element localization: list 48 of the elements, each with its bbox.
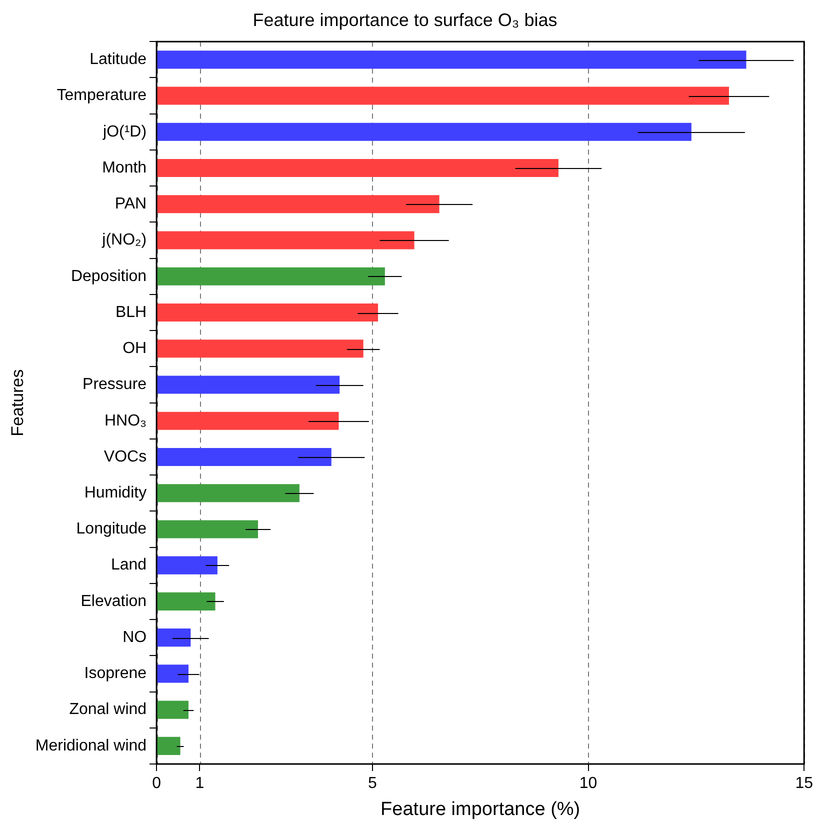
y-tick-label: Month: [102, 159, 147, 176]
y-tick-label: PAN: [114, 196, 147, 213]
bar: [157, 267, 385, 286]
y-tick-label: Longitude: [76, 520, 147, 538]
y-tick-label: Latitude: [90, 51, 147, 68]
y-tick-label: OH: [122, 340, 147, 358]
y-tick-label: Humidity: [84, 484, 147, 502]
bar: [157, 664, 189, 683]
y-tick-label: Temperature: [56, 87, 147, 104]
y-tick-label: VOCs: [104, 448, 147, 466]
y-tick-label: Meridional wind: [35, 737, 147, 754]
bar: [157, 412, 339, 430]
y-tick-label: j(NO₂): [101, 232, 147, 249]
y-tick-label: jO(¹D): [102, 123, 147, 140]
bar: [157, 556, 218, 574]
bar: [157, 86, 729, 105]
x-tick-label: 5: [368, 775, 377, 792]
y-tick-label: Zonal wind: [69, 701, 147, 718]
x-tick-label: 10: [579, 775, 598, 792]
bar: [157, 448, 332, 466]
x-tick-label: 15: [795, 775, 814, 792]
bar: [157, 592, 216, 610]
y-tick-label: HNO₃: [104, 412, 147, 430]
bar: [157, 376, 340, 394]
x-tick-label: 0: [152, 775, 162, 792]
bar: [157, 158, 558, 178]
y-tick-label: Land: [110, 556, 147, 574]
bar: [157, 736, 180, 755]
bar: [157, 303, 378, 322]
y-tick-label: BLH: [115, 304, 147, 321]
bar: [157, 700, 189, 719]
bar: [157, 231, 414, 250]
y-tick-label: NO: [122, 628, 147, 646]
bar: [157, 340, 364, 358]
bar: [157, 520, 258, 538]
chart-title: Feature importance to surface O₃ bias: [252, 10, 558, 30]
y-tick-label: Deposition: [70, 268, 147, 285]
y-axis-title: Features: [8, 369, 27, 436]
bar: [157, 50, 746, 69]
bar: [157, 122, 692, 141]
y-tick-label: Isoprene: [84, 665, 147, 682]
bar: [157, 484, 300, 502]
x-tick-label: 1: [195, 775, 204, 792]
bar: [157, 628, 191, 647]
x-axis-title: Feature importance (%): [380, 798, 580, 820]
y-tick-label: Pressure: [82, 376, 147, 394]
y-tick-label: Elevation: [80, 592, 147, 610]
bar: [157, 195, 440, 214]
